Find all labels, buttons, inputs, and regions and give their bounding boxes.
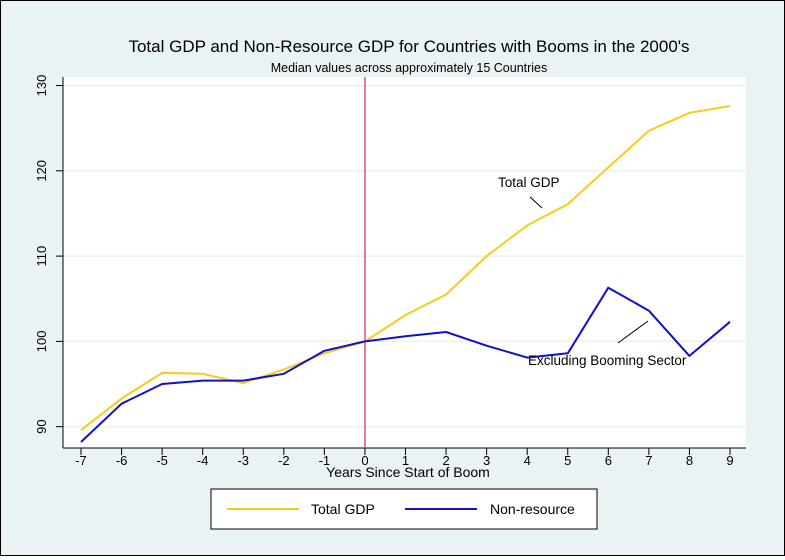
- x-tick-label: 4: [524, 453, 531, 468]
- x-tick-label: -1: [319, 453, 331, 468]
- annotation-leader: [617, 320, 649, 344]
- x-tick-label: 6: [605, 453, 612, 468]
- x-tick-label: -6: [116, 453, 128, 468]
- legend-label-non-resource: Non-resource: [490, 501, 575, 517]
- y-tick-label: 110: [34, 246, 49, 267]
- chart-title: Total GDP and Non-Resource GDP for Count…: [128, 37, 689, 56]
- series-layer: [80, 105, 731, 443]
- annotation-label: Excluding Booming Sector: [528, 353, 687, 368]
- y-axis: 90 100 110 120 130: [34, 75, 64, 448]
- y-tick-label: 90: [34, 419, 49, 433]
- x-tick-label: -5: [156, 453, 168, 468]
- series-line-total-gdp: [80, 105, 731, 431]
- x-tick-label: 5: [564, 453, 571, 468]
- x-tick-label: 7: [645, 453, 652, 468]
- series-line-non-resource: [80, 286, 731, 443]
- plot-area: [63, 77, 746, 448]
- y-tick-label: 130: [34, 75, 49, 97]
- y-tick-label: 120: [34, 160, 49, 182]
- x-tick-label: 3: [483, 453, 490, 468]
- annotation-layer: Total GDP Excluding Booming Sector: [498, 175, 687, 368]
- legend-label-total-gdp: Total GDP: [311, 501, 375, 517]
- x-tick-label: 1: [402, 453, 409, 468]
- x-tick-label: 0: [361, 453, 368, 468]
- y-tick-label: 100: [34, 331, 49, 353]
- legend: Total GDP Non-resource: [210, 488, 598, 530]
- x-tick-label: 9: [726, 453, 733, 468]
- chart-subtitle: Median values across approximately 15 Co…: [271, 61, 548, 75]
- x-axis-label: Years Since Start of Boom: [326, 464, 490, 480]
- x-tick-label: -4: [197, 453, 209, 468]
- grid-lines: [63, 84, 746, 428]
- x-tick-label: 8: [686, 453, 693, 468]
- x-tick-label: -3: [237, 453, 249, 468]
- annotation-label: Total GDP: [498, 175, 560, 190]
- x-axis: -7 -6 -5 -4 -3 -2 -1 0 1 2 3 4 5 6 7 8 9: [63, 447, 746, 468]
- x-tick-label: -7: [75, 453, 87, 468]
- annotation-leader: [529, 196, 543, 209]
- x-tick-label: -2: [278, 453, 290, 468]
- x-tick-label: 2: [442, 453, 449, 468]
